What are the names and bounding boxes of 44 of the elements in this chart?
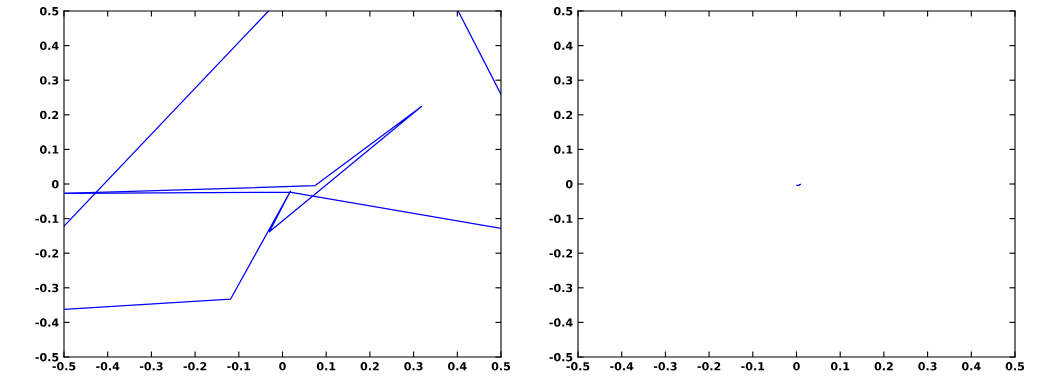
y-tick-label: 0.4 [39, 41, 59, 50]
y-tick-label: 0 [565, 179, 573, 189]
x-tick-label: 0.4 [961, 362, 981, 371]
x-tick-label: 0.1 [830, 362, 850, 371]
x-tick-label: 0.2 [360, 362, 379, 371]
y-tick-label: 0.3 [553, 76, 573, 85]
y-tick-label: 0 [51, 179, 59, 189]
y-tick-label: 0.5 [39, 6, 59, 16]
x-tick-label: 0.1 [316, 362, 336, 371]
y-tick-label: -0.4 [35, 318, 59, 327]
x-tick-label: -0.1 [741, 362, 765, 371]
x-tick-label: 0.4 [447, 362, 467, 371]
y-tick-label: -0.1 [549, 214, 573, 223]
y-tick-label: 0.3 [39, 76, 59, 85]
x-tick-label: -0.4 [96, 362, 120, 371]
x-tick-label: 0.5 [491, 362, 511, 371]
y-tick-label: 0.2 [553, 110, 573, 120]
x-tick-label: 0.2 [874, 362, 893, 371]
x-tick-label: 0 [279, 362, 286, 371]
y-tick-label: -0.2 [35, 249, 59, 258]
x-tick-label: -0.5 [566, 362, 590, 371]
y-tick-label: -0.2 [549, 249, 573, 258]
y-tick-label: -0.5 [35, 352, 59, 362]
y-tick-label: -0.4 [549, 318, 573, 327]
y-tick-label: -0.3 [549, 283, 573, 293]
x-tick-label: 0 [793, 362, 800, 371]
x-tick-label: -0.3 [139, 362, 163, 371]
y-tick-label: 0.5 [553, 6, 573, 16]
y-tick-label: 0.2 [39, 110, 59, 120]
x-tick-label: 0.5 [1005, 362, 1025, 371]
x-tick-label: -0.3 [653, 362, 677, 371]
x-tick-label: -0.1 [227, 362, 251, 371]
x-tick-label: -0.4 [610, 362, 634, 371]
x-tick-label: -0.5 [52, 362, 76, 371]
y-tick-label: 0.4 [553, 41, 573, 50]
y-tick-label: 0.1 [39, 145, 59, 154]
y-tick-label: 0.1 [553, 145, 573, 154]
x-tick-label: 0.3 [918, 362, 937, 371]
x-tick-label: -0.2 [697, 362, 721, 371]
y-tick-label: -0.3 [35, 283, 59, 293]
y-tick-label: -0.1 [35, 214, 59, 223]
x-tick-label: -0.2 [183, 362, 207, 371]
x-tick-label: 0.3 [404, 362, 423, 371]
y-tick-label: -0.5 [549, 352, 573, 362]
